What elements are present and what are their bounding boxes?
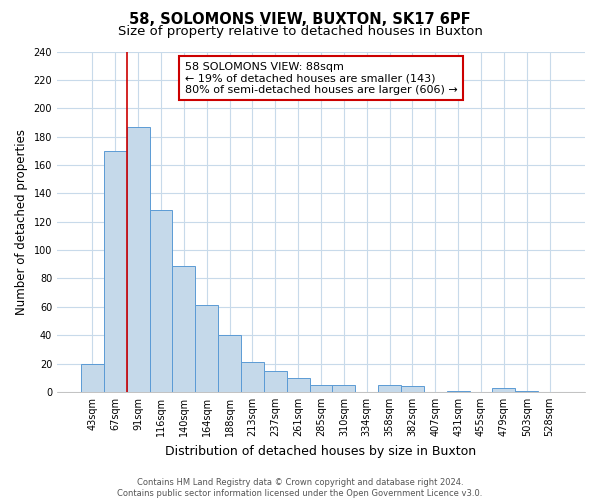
Bar [493, 388, 515, 392]
Bar [264, 370, 287, 392]
Bar [104, 151, 127, 392]
Bar [515, 390, 538, 392]
Text: 58 SOLOMONS VIEW: 88sqm
← 19% of detached houses are smaller (143)
80% of semi-d: 58 SOLOMONS VIEW: 88sqm ← 19% of detache… [185, 62, 457, 95]
X-axis label: Distribution of detached houses by size in Buxton: Distribution of detached houses by size … [166, 444, 476, 458]
Y-axis label: Number of detached properties: Number of detached properties [15, 128, 28, 314]
Text: 58, SOLOMONS VIEW, BUXTON, SK17 6PF: 58, SOLOMONS VIEW, BUXTON, SK17 6PF [129, 12, 471, 28]
Bar [127, 126, 149, 392]
Bar [447, 390, 470, 392]
Bar [218, 335, 241, 392]
Bar [172, 266, 196, 392]
Bar [401, 386, 424, 392]
Bar [196, 306, 218, 392]
Text: Size of property relative to detached houses in Buxton: Size of property relative to detached ho… [118, 25, 482, 38]
Bar [310, 385, 332, 392]
Bar [332, 385, 355, 392]
Text: Contains HM Land Registry data © Crown copyright and database right 2024.
Contai: Contains HM Land Registry data © Crown c… [118, 478, 482, 498]
Bar [81, 364, 104, 392]
Bar [241, 362, 264, 392]
Bar [149, 210, 172, 392]
Bar [287, 378, 310, 392]
Bar [378, 385, 401, 392]
